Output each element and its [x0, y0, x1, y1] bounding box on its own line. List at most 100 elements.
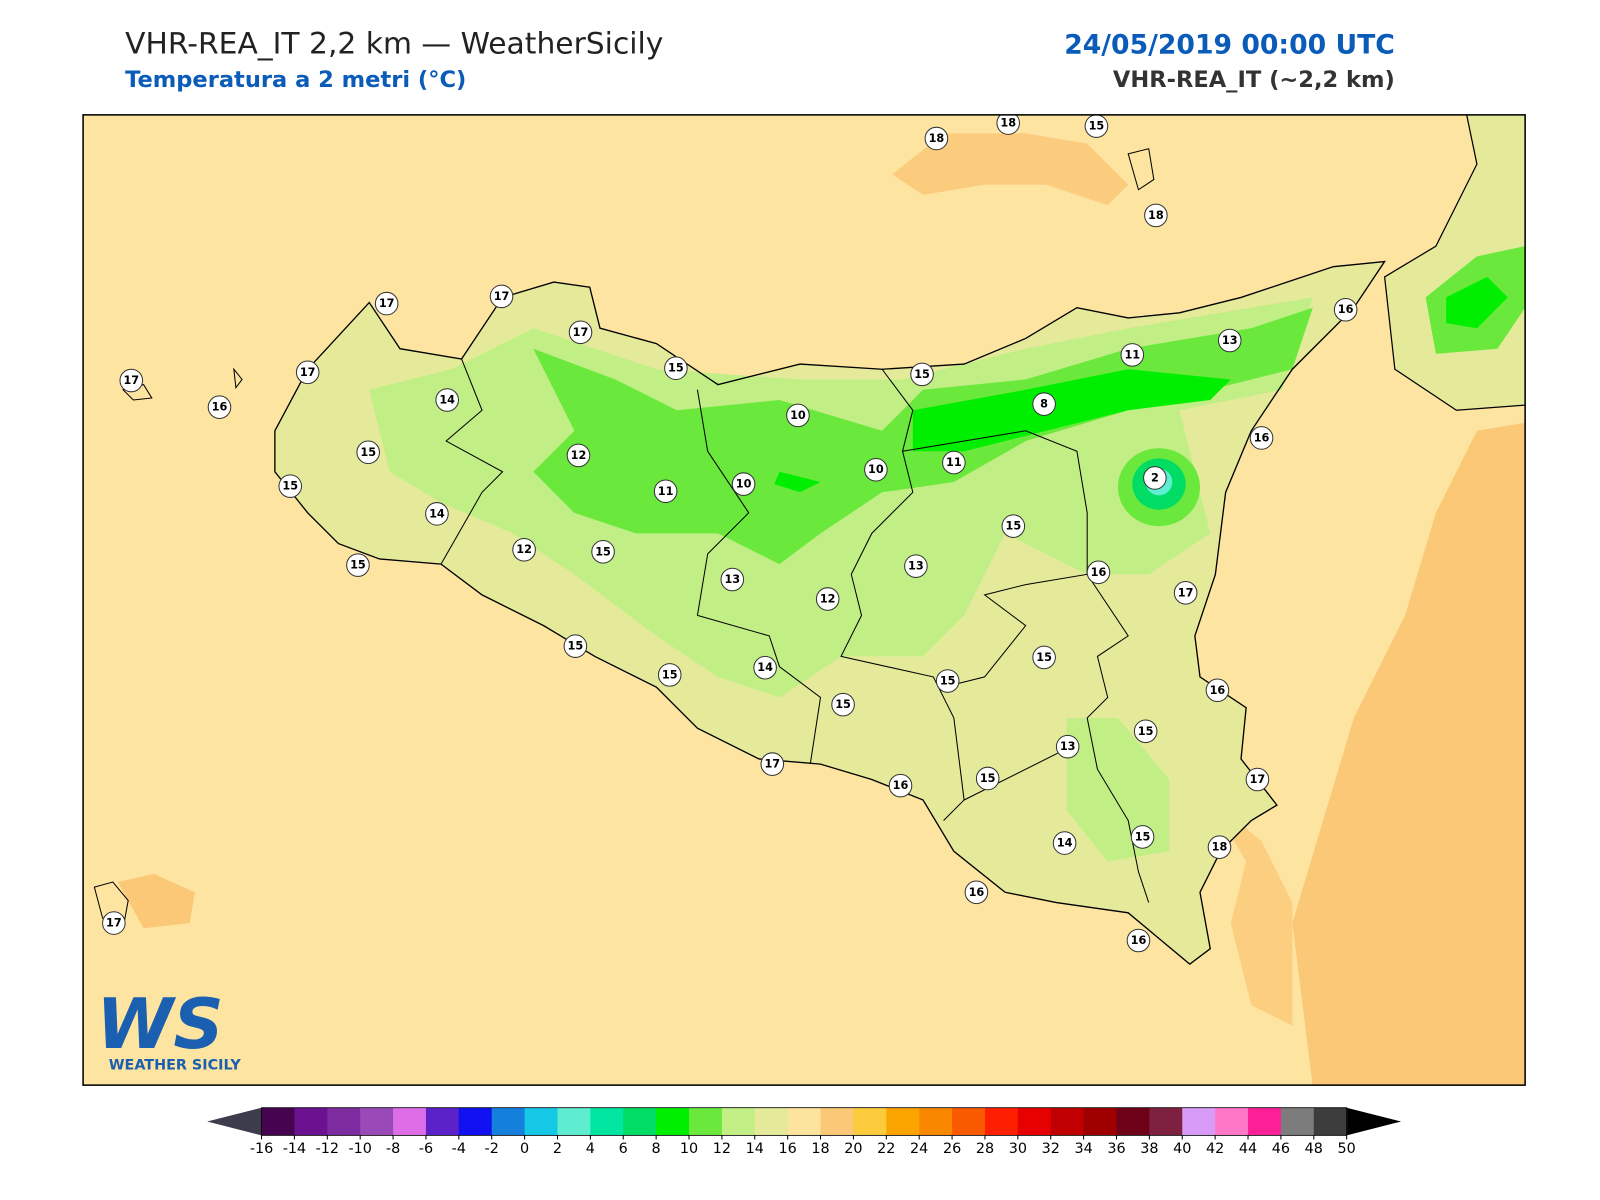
station-value: 17 — [379, 297, 395, 310]
station-value: 17 — [494, 290, 510, 303]
station-marker — [1144, 203, 1168, 228]
colorbar-segment — [491, 1107, 526, 1136]
station-marker — [1120, 343, 1145, 367]
station: 15 — [563, 634, 588, 658]
station-marker — [1084, 114, 1109, 138]
station-marker — [119, 368, 144, 393]
station-value: 15 — [835, 698, 851, 711]
station-value: 16 — [1254, 431, 1270, 444]
colorbar-tick-label: 8 — [652, 1141, 661, 1157]
station-marker — [435, 388, 459, 412]
station-value: 15 — [282, 480, 298, 493]
date: 24/05/2019 00:00 UTC — [1064, 29, 1395, 60]
station-value: 18 — [1000, 117, 1016, 130]
colorbar-tick-label: 42 — [1206, 1141, 1224, 1157]
colorbar-tick-label: 26 — [943, 1141, 961, 1157]
province-border — [440, 358, 1150, 903]
station-marker — [935, 669, 960, 693]
warm-sea — [1292, 422, 1526, 1086]
colorbar-segment — [656, 1107, 690, 1136]
station-marker — [1249, 426, 1274, 450]
station-value: 12 — [571, 449, 587, 462]
station: 15 — [1130, 825, 1155, 849]
colorbar-segment — [557, 1107, 591, 1136]
warm-sea — [117, 873, 195, 929]
station: 15 — [657, 663, 682, 687]
station-value: 15 — [914, 368, 930, 381]
station: 15 — [664, 356, 688, 380]
station: 15 — [1032, 645, 1056, 670]
station: 15 — [1133, 719, 1158, 744]
station-value: 8 — [1040, 398, 1048, 411]
colorbar-segment — [360, 1107, 394, 1136]
station-marker — [910, 362, 934, 387]
station: 16 — [964, 880, 989, 905]
colorbar-tick-label: 28 — [976, 1141, 994, 1157]
station: 14 — [435, 388, 459, 412]
station: 13 — [1055, 734, 1080, 759]
station-marker — [942, 450, 966, 475]
colorbar-segment — [721, 1107, 756, 1136]
station-marker — [489, 284, 514, 309]
station-value: 16 — [212, 401, 228, 414]
title: VHR-REA_IT 2,2 km — WeatherSicily — [125, 26, 663, 61]
station-marker — [904, 554, 928, 578]
station-marker — [1245, 767, 1270, 792]
station: 15 — [591, 539, 615, 564]
map: 18 18 15 18 17 17 17 17 17 16 14 15 15 11 13 16 8 10 15 12 1… — [82, 114, 1526, 1086]
temperature-area — [912, 369, 1231, 452]
station: 13 — [904, 554, 928, 578]
station-marker — [1001, 514, 1026, 538]
station-value: 17 — [106, 917, 122, 930]
station-value: 15 — [1138, 725, 1154, 738]
colorbar-tick-label: -10 — [348, 1141, 371, 1157]
station: 16 — [1126, 928, 1151, 953]
station-marker — [278, 474, 303, 498]
station-marker — [1055, 734, 1080, 759]
station-marker — [1173, 581, 1198, 605]
station-marker — [664, 356, 688, 380]
station-value: 15 — [360, 446, 376, 459]
colorbar-segment — [886, 1107, 920, 1136]
station-value: 17 — [1250, 773, 1266, 786]
colorbar-segment — [458, 1107, 493, 1136]
station-marker — [102, 911, 126, 935]
colorbar-segment — [623, 1107, 657, 1136]
colorbar-tick-label: 20 — [844, 1141, 862, 1157]
station-value: 15 — [1135, 830, 1151, 843]
station: 16 — [207, 395, 232, 419]
station-value: 15 — [568, 640, 584, 653]
colorbar-tick-label: -4 — [452, 1141, 466, 1157]
colorbar-tick-label: 34 — [1074, 1141, 1092, 1157]
station-value: 15 — [940, 675, 956, 688]
station: 17 — [568, 320, 593, 345]
colorbar: -16 -14 -12 -10 -8 -6 -4 -2 0 2 4 6 8 10 12 14 16 18 20 22 2… — [207, 1107, 1402, 1157]
station-marker — [1217, 328, 1242, 353]
logo-text: WEATHER SICILY — [109, 1058, 242, 1074]
colorbar-segment — [689, 1107, 723, 1136]
colorbar-tick-label: 50 — [1338, 1141, 1356, 1157]
colorbar-segment — [425, 1107, 460, 1136]
station-value: 10 — [868, 463, 884, 476]
station-marker — [1133, 719, 1158, 744]
station: 16 — [1249, 426, 1274, 450]
station-value: 10 — [736, 478, 752, 491]
station: 15 — [1084, 114, 1109, 138]
station-marker — [1207, 835, 1232, 859]
station-marker — [425, 502, 449, 526]
station-value: 18 — [929, 132, 945, 145]
station: 18 — [996, 114, 1020, 135]
colorbar-segment — [524, 1107, 558, 1136]
colorbar-tick-label: 46 — [1272, 1141, 1290, 1157]
colorbar-tick-label: -8 — [386, 1141, 400, 1157]
colorbar-segment — [820, 1107, 854, 1136]
temperature-area — [774, 471, 821, 493]
station-value: 12 — [516, 543, 532, 556]
station-marker — [786, 403, 810, 428]
station-value: 17 — [764, 758, 780, 771]
station-value: 15 — [662, 668, 678, 681]
colorbar-segment — [1083, 1107, 1118, 1136]
station-marker — [831, 692, 855, 717]
colorbar-tick-label: 22 — [877, 1141, 895, 1157]
